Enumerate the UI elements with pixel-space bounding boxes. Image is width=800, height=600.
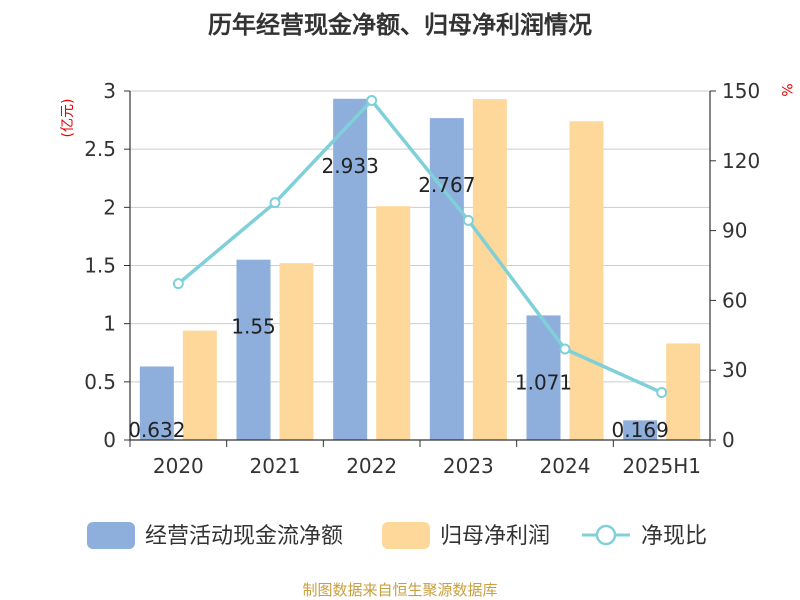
data-labels-group: 0.632 1.55 2.933 2.767 1.071 0.169 [128,154,669,442]
x-tick-label: 2024 [540,454,591,478]
ratio-point [462,214,474,226]
right-tick-label: 60 [722,288,747,312]
bar-cash-flow [623,420,658,440]
x-tick-label: 2020 [153,454,204,478]
left-tick-label: 2 [103,195,116,219]
ratio-point [366,95,378,107]
bar-cash-flow [139,366,174,440]
left-tick-label: 0 [103,428,116,452]
right-tick-label: 30 [722,358,747,382]
x-tick-label: 2025H1 [622,454,701,478]
bar-net-profit [569,121,604,440]
legend-label-ratio: 净现比 [641,524,707,549]
data-label-cash-flow: 1.55 [231,315,276,339]
ratio-line [177,97,663,395]
bar-net-profit [472,99,507,440]
ratio-point [559,343,571,355]
right-tick-label: 0 [722,428,735,452]
legend-label-cash-flow: 经营活动现金流净额 [145,524,343,549]
data-label-cash-flow: 0.632 [128,418,185,442]
bar-net-profit [182,330,217,440]
data-label-cash-flow: 1.071 [515,370,572,394]
legend: 经营活动现金流净额 归母净利润 净现比 [87,522,707,549]
left-tick-label: 3 [103,79,116,103]
left-tick-label: 1 [103,312,116,336]
source-note: 制图数据来自恒生聚源数据库 [302,581,497,599]
data-label-cash-flow: 2.767 [418,173,475,197]
line-series-group [172,95,668,399]
right-tick-label: 150 [722,79,760,103]
right-tick-label: 90 [722,219,747,243]
grid-lines [130,90,710,383]
ratio-point [269,197,281,209]
x-tick-label: 2023 [443,454,494,478]
left-axis-unit: (亿元) [60,99,76,138]
ratio-point [656,387,668,399]
left-tick-label: 0.5 [84,370,116,394]
data-label-cash-flow: 2.933 [322,154,379,178]
legend-swatch-cash-flow [87,522,135,549]
bars-group [139,98,701,441]
bar-net-profit [666,343,701,440]
bar-net-profit [279,263,314,440]
data-label-cash-flow: 0.169 [612,418,669,442]
right-axis-unit: % [778,83,794,96]
left-tick-label: 2.5 [84,137,116,161]
bar-cash-flow [236,259,271,440]
bar-net-profit [376,206,411,440]
x-tick-label: 2021 [250,454,301,478]
left-tick-label: 1.5 [84,254,116,278]
x-tick-label: 2022 [346,454,397,478]
legend-marker-ratio [595,524,617,546]
bar-cash-flow [429,118,464,441]
ratio-point [172,278,184,290]
bar-cash-flow [333,98,368,440]
right-tick-label: 120 [722,149,760,173]
legend-swatch-net-profit [382,522,430,549]
chart-title: 历年经营现金净额、归母净利润情况 [208,11,592,39]
legend-label-net-profit: 归母净利润 [440,524,550,549]
